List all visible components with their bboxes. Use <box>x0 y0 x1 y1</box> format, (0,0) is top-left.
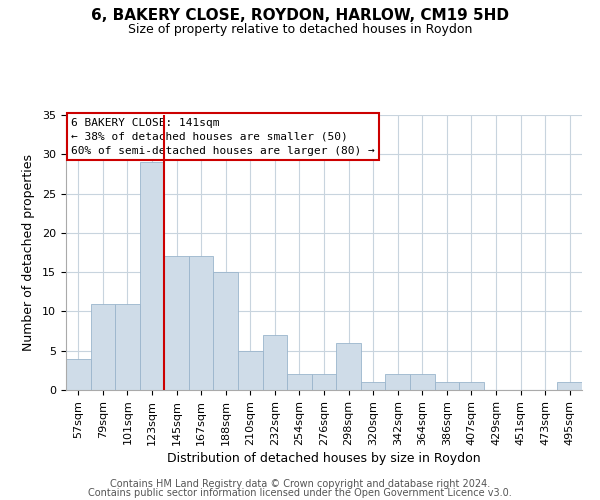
Bar <box>287 374 312 390</box>
Bar <box>361 382 385 390</box>
Text: Contains HM Land Registry data © Crown copyright and database right 2024.: Contains HM Land Registry data © Crown c… <box>110 479 490 489</box>
Bar <box>459 382 484 390</box>
Bar <box>557 382 582 390</box>
Bar <box>263 335 287 390</box>
Bar <box>164 256 189 390</box>
Bar <box>66 358 91 390</box>
X-axis label: Distribution of detached houses by size in Roydon: Distribution of detached houses by size … <box>167 452 481 465</box>
Bar <box>91 304 115 390</box>
Text: Size of property relative to detached houses in Roydon: Size of property relative to detached ho… <box>128 22 472 36</box>
Text: Contains public sector information licensed under the Open Government Licence v3: Contains public sector information licen… <box>88 488 512 498</box>
Bar <box>189 256 214 390</box>
Bar <box>385 374 410 390</box>
Y-axis label: Number of detached properties: Number of detached properties <box>22 154 35 351</box>
Text: 6 BAKERY CLOSE: 141sqm
← 38% of detached houses are smaller (50)
60% of semi-det: 6 BAKERY CLOSE: 141sqm ← 38% of detached… <box>71 118 375 156</box>
Bar <box>410 374 434 390</box>
Bar <box>238 350 263 390</box>
Bar <box>336 343 361 390</box>
Bar <box>434 382 459 390</box>
Text: 6, BAKERY CLOSE, ROYDON, HARLOW, CM19 5HD: 6, BAKERY CLOSE, ROYDON, HARLOW, CM19 5H… <box>91 8 509 22</box>
Bar <box>312 374 336 390</box>
Bar <box>115 304 140 390</box>
Bar <box>214 272 238 390</box>
Bar <box>140 162 164 390</box>
